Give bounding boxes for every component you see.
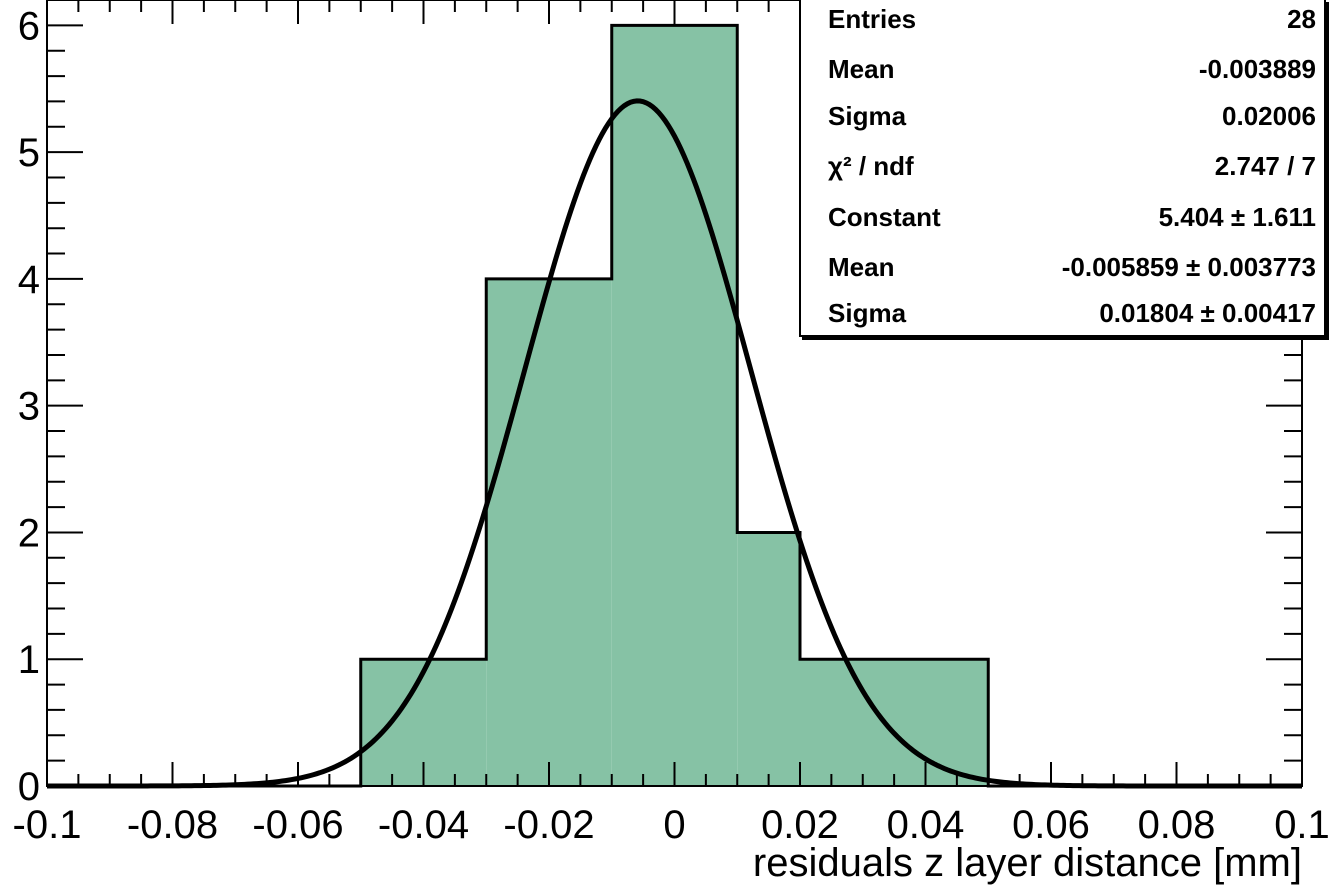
x-tick-label: 0 bbox=[663, 803, 685, 847]
y-tick-label: 4 bbox=[18, 258, 40, 302]
stats-row-label: χ² / ndf bbox=[828, 151, 914, 181]
stats-row-value: -0.005859 ± 0.003773 bbox=[1062, 252, 1316, 282]
stats-row-label: Constant bbox=[828, 202, 941, 232]
stats-row-value: 0.02006 bbox=[1222, 101, 1316, 131]
stats-row-label: Sigma bbox=[828, 298, 907, 328]
y-tick-label: 0 bbox=[18, 765, 40, 809]
stats-row-value: 0.01804 ± 0.00417 bbox=[1099, 298, 1316, 328]
x-tick-label: 0.06 bbox=[1012, 803, 1090, 847]
y-tick-label: 3 bbox=[18, 385, 40, 429]
stats-row-label: Entries bbox=[828, 4, 916, 34]
x-tick-label: 0.04 bbox=[887, 803, 965, 847]
plot-layer bbox=[47, 23, 1302, 789]
y-tick-label: 5 bbox=[18, 131, 40, 175]
stats-row-value: 2.747 / 7 bbox=[1215, 151, 1316, 181]
x-axis-title: residuals z layer distance [mm] bbox=[753, 841, 1302, 885]
x-tick-label: 0.08 bbox=[1138, 803, 1216, 847]
y-tick-label: 6 bbox=[18, 4, 40, 48]
stats-box-frame bbox=[799, 0, 1326, 337]
stats-row-value: 28 bbox=[1287, 4, 1316, 34]
histogram-bar-3 bbox=[737, 532, 800, 786]
x-tick-label: -0.1 bbox=[13, 803, 82, 847]
stats-box: Entries 28 Mean -0.003889 Sigma 0.02006 χ² / n… bbox=[799, 0, 1329, 340]
histogram-outline bbox=[47, 23, 1302, 788]
stats-row-label: Mean bbox=[828, 54, 894, 84]
stats-row-value: 5.404 ± 1.611 bbox=[1159, 202, 1316, 232]
x-tick-label: -0.08 bbox=[127, 803, 218, 847]
y-tick-label: 1 bbox=[18, 638, 40, 682]
stats-row-value: -0.003889 bbox=[1199, 54, 1316, 84]
axes: -0.1 -0.08 -0.06 -0.04 -0.02 0 0.02 0.04 0.06 0.0… bbox=[13, 0, 1329, 847]
stats-row-label: Sigma bbox=[828, 101, 907, 131]
stats-row-label: Mean bbox=[828, 252, 894, 282]
x-tick-label: -0.04 bbox=[378, 803, 469, 847]
y-tick-label: 2 bbox=[18, 511, 40, 555]
histogram-bar-2 bbox=[611, 25, 738, 786]
histogram-bar-1 bbox=[486, 278, 612, 786]
x-tick-label: -0.06 bbox=[252, 803, 343, 847]
x-tick-label: 0.1 bbox=[1274, 803, 1329, 847]
histogram-bar-4 bbox=[800, 659, 989, 786]
x-tick-label: 0.02 bbox=[761, 803, 839, 847]
x-tick-label: -0.02 bbox=[503, 803, 594, 847]
